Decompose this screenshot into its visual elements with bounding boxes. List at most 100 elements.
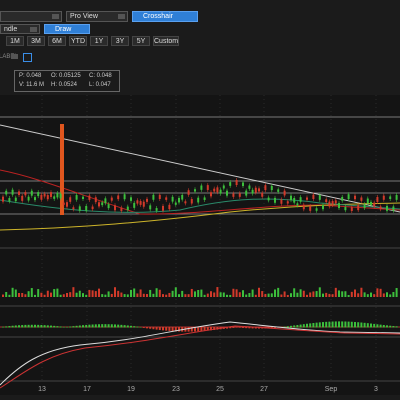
candle [216, 187, 219, 193]
volume-bar [107, 291, 110, 297]
volume-bar [366, 294, 369, 297]
range-button[interactable]: 1M [6, 36, 24, 46]
hist-bar [197, 327, 200, 332]
hist-bar [238, 327, 241, 328]
style-dropdown[interactable]: ndle [0, 24, 40, 34]
volume-bar [216, 287, 219, 297]
hist-bar [290, 325, 292, 328]
volume-bar [386, 292, 388, 297]
volume-bar [213, 292, 216, 297]
volume-bar [46, 290, 49, 297]
candle [178, 197, 180, 203]
volume-bar [242, 290, 244, 297]
volume-bar [181, 290, 184, 297]
range-button[interactable]: YTD [69, 36, 87, 46]
crosshair-button[interactable]: Crosshair [132, 11, 198, 22]
hist-bar [62, 326, 65, 328]
candle [130, 197, 132, 201]
candle [72, 207, 75, 210]
range-button[interactable]: 6M [48, 36, 66, 46]
candle [194, 189, 196, 192]
volume-bar [318, 287, 321, 297]
volume-bar [85, 294, 88, 297]
hist-bar [203, 327, 206, 331]
hist-bar [312, 323, 315, 328]
range-button[interactable]: 3M [27, 36, 45, 46]
x-tick-label: 25 [216, 386, 224, 393]
range-button[interactable]: 5Y [132, 36, 150, 46]
candle [139, 201, 142, 205]
volume-bar [341, 291, 344, 297]
candle [88, 195, 91, 200]
volume: V: 11.6 M [19, 82, 45, 88]
volume-bar [296, 292, 299, 297]
hist-bar [357, 322, 360, 328]
volume-bar [286, 294, 289, 297]
symbol-dropdown[interactable] [0, 11, 62, 22]
volume-bar [270, 293, 273, 297]
hist-bar [66, 326, 68, 328]
volume-bar [328, 293, 331, 297]
hist-bar [251, 327, 254, 329]
hist-bar [107, 324, 110, 328]
candle [210, 192, 212, 197]
volume-bar [222, 292, 225, 297]
label-text: LABEL [0, 52, 20, 61]
volume-bar [149, 289, 152, 297]
candle [46, 195, 49, 200]
hist-bar [270, 327, 273, 329]
ma-line [0, 202, 400, 231]
range-button[interactable]: 1Y [90, 36, 108, 46]
volume-bar [152, 293, 155, 297]
hist-bar [117, 324, 120, 328]
candle [181, 194, 184, 200]
volume-bar [254, 294, 257, 297]
candle [98, 202, 100, 207]
hist-bar [389, 325, 392, 328]
hist-bar [379, 324, 382, 328]
volume-bar [142, 293, 145, 297]
candle [11, 189, 14, 195]
volume-bar [133, 288, 136, 297]
candle [328, 201, 331, 207]
range-button[interactable]: 3Y [111, 36, 129, 46]
candle [360, 197, 363, 201]
candle [56, 193, 59, 198]
range-button[interactable]: Custom [153, 36, 179, 46]
volume-bar [43, 294, 46, 297]
candle [219, 189, 222, 194]
volume-bar [104, 294, 107, 297]
hist-bar [59, 326, 62, 328]
hist-bar [158, 327, 161, 330]
volume-bars [2, 287, 398, 297]
candle [235, 180, 238, 186]
candle [242, 182, 244, 187]
volume-bar [357, 293, 360, 297]
candle [267, 197, 270, 201]
draw-button[interactable]: Draw [44, 24, 90, 34]
hist-bar [302, 324, 305, 328]
hist-bar [146, 327, 148, 329]
candle [200, 185, 203, 190]
volume-bar [392, 292, 395, 297]
volume-bar [40, 292, 43, 297]
candle [347, 194, 350, 200]
view-dropdown[interactable]: Pro View [66, 11, 128, 22]
hist-bar [174, 327, 177, 332]
candle [251, 189, 254, 194]
volume-bar [171, 290, 174, 297]
hist-bar [136, 326, 139, 328]
volume-bar [178, 294, 180, 297]
volume-bar [123, 294, 126, 297]
hist-bar [126, 325, 129, 328]
candle [187, 190, 190, 195]
candle [184, 201, 187, 204]
candle [261, 192, 264, 197]
volume-bar [334, 287, 337, 297]
checkbox[interactable] [23, 53, 32, 62]
candle [146, 198, 148, 202]
candle [290, 195, 292, 201]
x-tick-label: 27 [260, 386, 268, 393]
candle [363, 204, 366, 208]
